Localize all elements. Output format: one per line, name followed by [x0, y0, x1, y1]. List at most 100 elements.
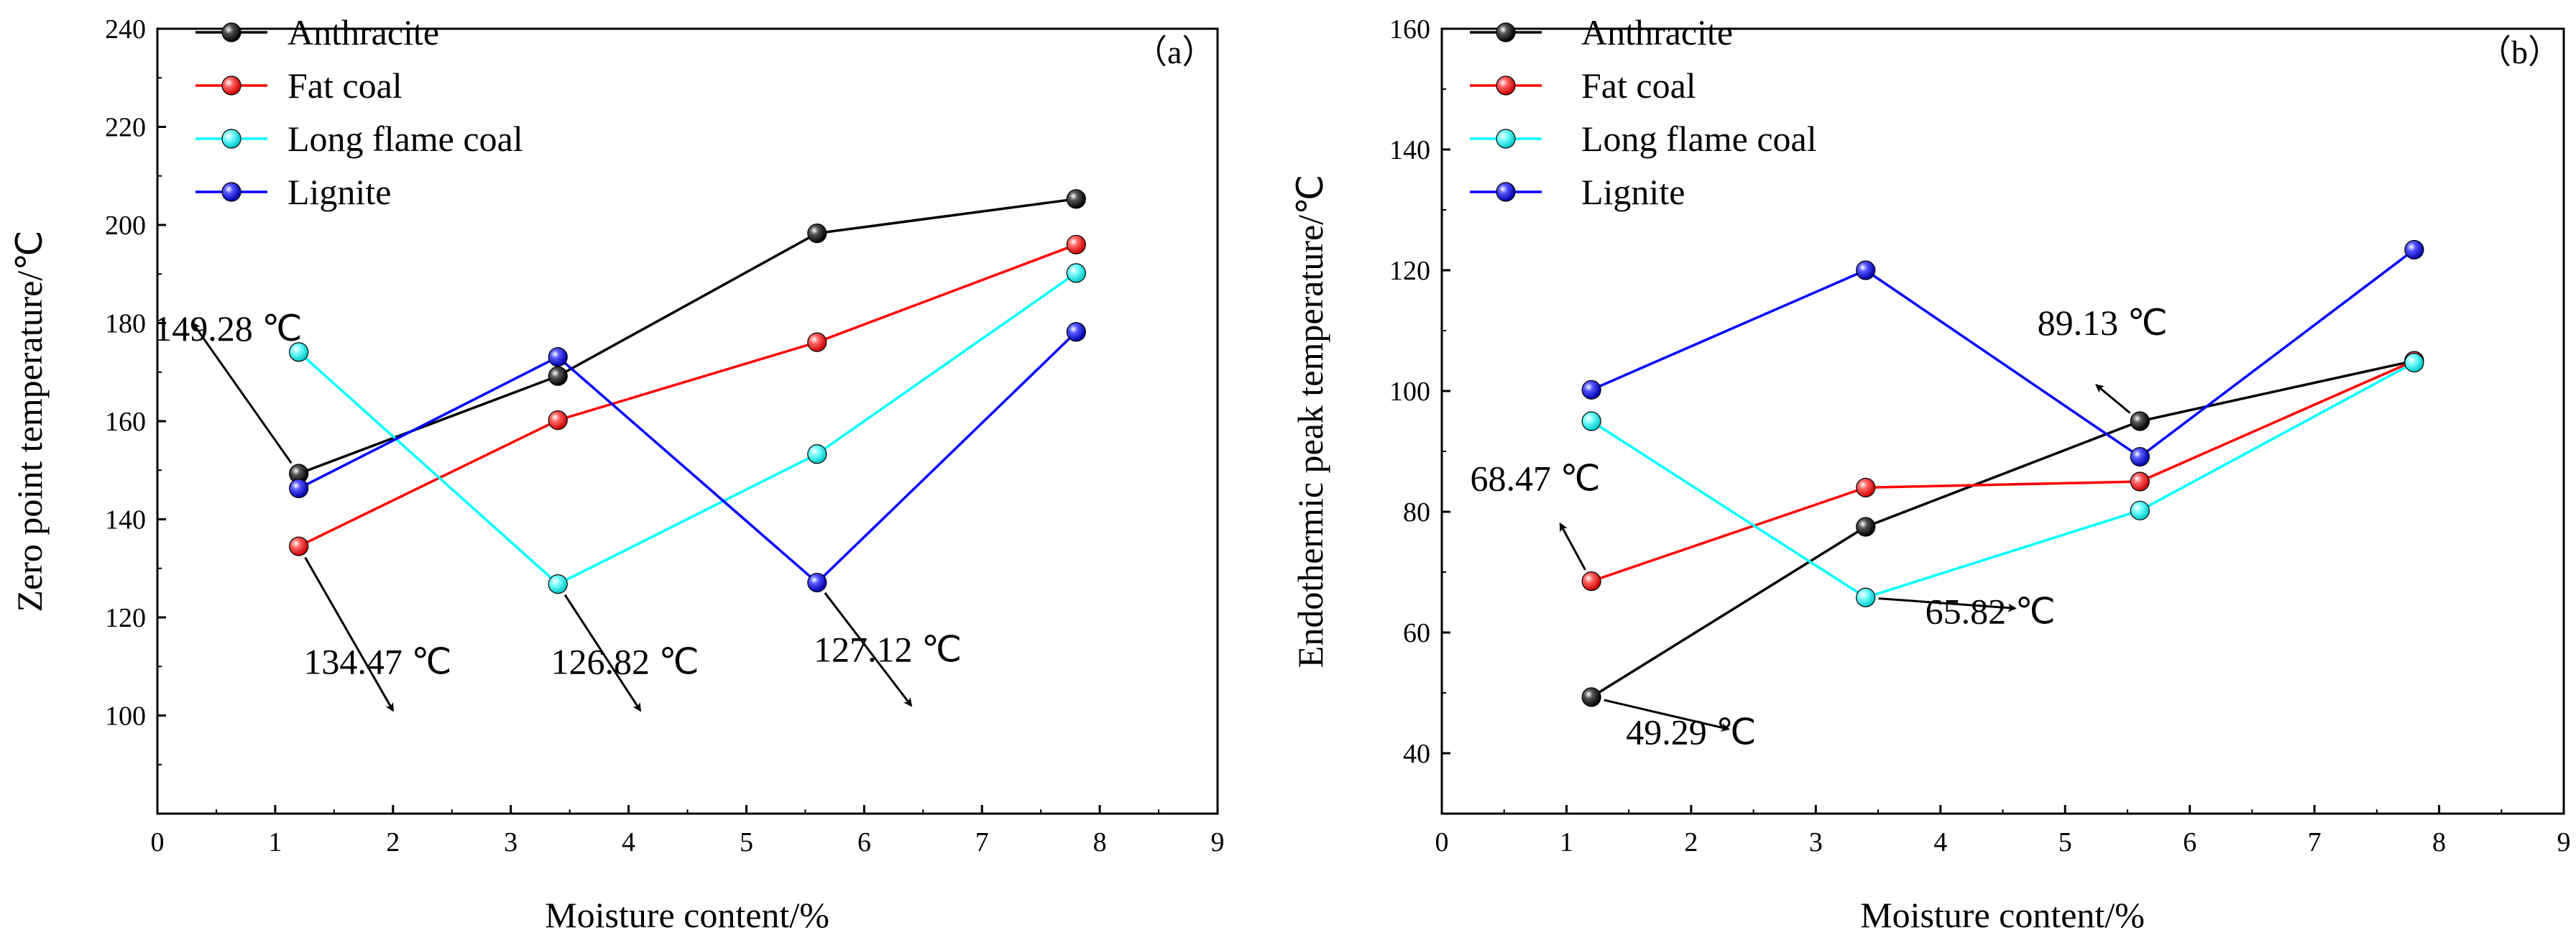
- series-line: [298, 198, 1077, 475]
- data-point: [807, 572, 827, 593]
- y-tick-label: 100: [105, 702, 146, 732]
- annotation-label: 49.29 ℃: [1626, 712, 1756, 752]
- series-line: [298, 272, 1077, 586]
- x-tick-label: 6: [857, 827, 871, 857]
- data-point: [1581, 411, 1601, 431]
- x-axis-label: Moisture content/%: [1860, 895, 2145, 935]
- legend-label: Long flame coal: [288, 119, 523, 159]
- x-tick-label: 3: [1809, 827, 1823, 857]
- x-tick-label: 4: [1933, 827, 1947, 857]
- y-tick-label: 160: [1389, 14, 1430, 45]
- data-point: [1581, 571, 1601, 592]
- series-line: [298, 331, 1077, 584]
- data-point: [2130, 411, 2150, 431]
- x-tick-label: 5: [740, 827, 753, 857]
- legend-marker: [221, 182, 242, 202]
- data-point: [807, 332, 827, 352]
- panel-label: （b）: [2478, 34, 2561, 70]
- x-tick-label: 7: [975, 827, 989, 857]
- data-point: [807, 444, 827, 464]
- annotation-arrow: [824, 592, 913, 707]
- y-tick-label: 120: [1389, 256, 1430, 286]
- x-tick-label: 1: [268, 827, 282, 857]
- legend-label: Anthracite: [288, 12, 439, 52]
- data-point: [1856, 587, 1876, 607]
- annotation-label: 134.47 ℃: [303, 641, 451, 681]
- data-point: [1856, 477, 1876, 498]
- data-point: [2130, 446, 2150, 467]
- data-point: [1066, 189, 1086, 209]
- data-point: [2404, 239, 2424, 260]
- annotation-label: 65.82 ℃: [1926, 591, 2056, 631]
- panel-label: （a）: [1134, 34, 1215, 70]
- y-tick-label: 140: [105, 505, 146, 535]
- data-point: [289, 342, 309, 362]
- y-tick-label: 40: [1403, 739, 1430, 769]
- x-tick-label: 7: [2308, 827, 2322, 857]
- series-line: [1591, 359, 2415, 699]
- y-tick-label: 60: [1403, 618, 1430, 648]
- legend-marker: [221, 22, 242, 42]
- x-tick-label: 9: [1211, 827, 1225, 857]
- data-point: [1066, 234, 1086, 254]
- data-point: [1066, 322, 1086, 342]
- annotation-label: 149.28 ℃: [154, 308, 302, 349]
- legend-marker: [221, 75, 242, 96]
- x-tick-label: 2: [1684, 827, 1698, 857]
- x-tick-label: 1: [1560, 827, 1573, 857]
- annotation-arrow: [1878, 597, 2017, 612]
- legend-marker: [1496, 22, 1516, 42]
- data-point: [1581, 687, 1601, 707]
- series-line: [298, 243, 1077, 548]
- annotation-arrow: [1559, 523, 1586, 571]
- series-line: [1591, 359, 2415, 583]
- series-line: [1591, 249, 2415, 459]
- y-tick-label: 220: [105, 113, 146, 143]
- data-point: [289, 536, 309, 556]
- legend-marker: [1496, 129, 1516, 149]
- x-tick-label: 4: [622, 827, 635, 857]
- chart-panel-a: （a） Moisture content/% Zero point temper…: [9, 12, 1225, 935]
- data-point: [1856, 260, 1876, 280]
- x-tick-label: 6: [2183, 827, 2196, 857]
- legend-label: Lignite: [1581, 172, 1685, 212]
- x-tick-label: 8: [1093, 827, 1107, 857]
- x-tick-label: 5: [2058, 827, 2072, 857]
- y-axis-label: Endothermic peak temperature/℃: [1290, 175, 1330, 668]
- x-axis-label: Moisture content/%: [545, 895, 829, 935]
- data-point: [1856, 517, 1876, 537]
- y-tick-label: 80: [1403, 497, 1430, 528]
- data-point: [548, 366, 568, 386]
- legend-label: Anthracite: [1581, 12, 1733, 52]
- data-point: [548, 410, 568, 431]
- x-tick-label: 8: [2432, 827, 2446, 857]
- legend-label: Lignite: [288, 172, 391, 212]
- series-line: [1591, 361, 2415, 599]
- y-tick-label: 160: [105, 407, 146, 437]
- y-tick-label: 120: [105, 603, 146, 633]
- annotation-label: 68.47 ℃: [1471, 459, 1601, 499]
- annotation-arrow: [304, 556, 395, 712]
- x-tick-label: 2: [386, 827, 400, 857]
- annotation-arrow: [191, 321, 293, 464]
- x-tick-label: 0: [1435, 827, 1449, 857]
- annotation-label: 127.12 ℃: [814, 629, 962, 669]
- x-tick-label: 9: [2557, 827, 2571, 857]
- data-point: [2404, 352, 2424, 373]
- annotation-arrow: [564, 594, 642, 712]
- legend-label: Fat coal: [1581, 65, 1696, 106]
- legend-label: Long flame coal: [1581, 119, 1817, 159]
- data-point: [2130, 500, 2150, 520]
- data-point: [289, 478, 309, 499]
- data-point: [2130, 472, 2150, 492]
- data-point: [1581, 380, 1601, 400]
- data-point: [807, 224, 827, 244]
- y-tick-label: 180: [105, 309, 146, 339]
- legend-marker: [1496, 182, 1516, 202]
- y-tick-label: 140: [1389, 135, 1430, 165]
- legend-label: Fat coal: [288, 65, 402, 106]
- annotation-arrow: [2095, 384, 2131, 414]
- y-axis-label: Zero point temperature/℃: [9, 231, 50, 612]
- y-tick-label: 240: [105, 14, 146, 45]
